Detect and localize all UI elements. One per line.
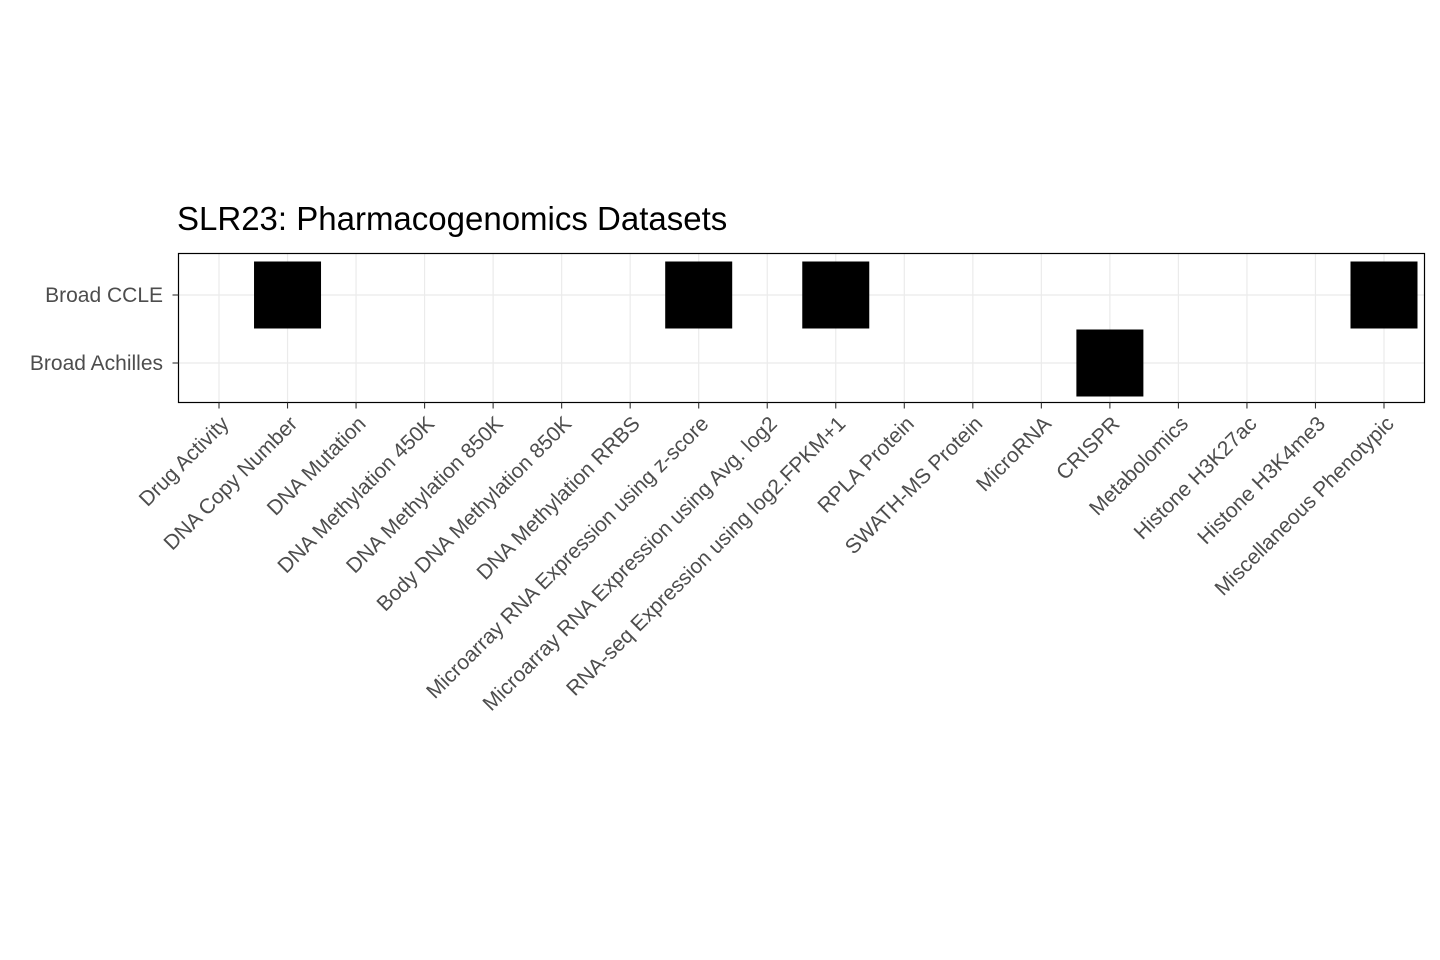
grid-lines — [178, 253, 1425, 403]
x-tick-label: DNA Copy Number — [160, 412, 303, 555]
x-tick-label: CRISPR — [1052, 412, 1124, 484]
heatmap-cell — [254, 261, 322, 329]
axis-ticks — [172, 294, 1385, 409]
x-tick-label: Histone H3K27ac — [1130, 412, 1262, 544]
y-axis-tick-labels: Broad CCLE Broad Achilles — [30, 284, 163, 375]
heatmap-cell — [1076, 329, 1144, 397]
x-tick-label: SWATH-MS Protein — [841, 412, 988, 559]
y-tick-label: Broad CCLE — [45, 284, 163, 307]
y-tick-label: Broad Achilles — [30, 352, 163, 375]
heatmap-cell — [802, 261, 870, 329]
x-tick-label: Histone H3K4me3 — [1193, 412, 1330, 549]
x-tick-label: MicroRNA — [972, 412, 1056, 496]
chart-title: SLR23: Pharmacogenomics Datasets — [177, 200, 727, 237]
cells — [254, 261, 1418, 397]
heatmap-cell — [665, 261, 733, 329]
heatmap-cell — [1350, 261, 1418, 329]
plot-panel-border — [177, 252, 1426, 404]
